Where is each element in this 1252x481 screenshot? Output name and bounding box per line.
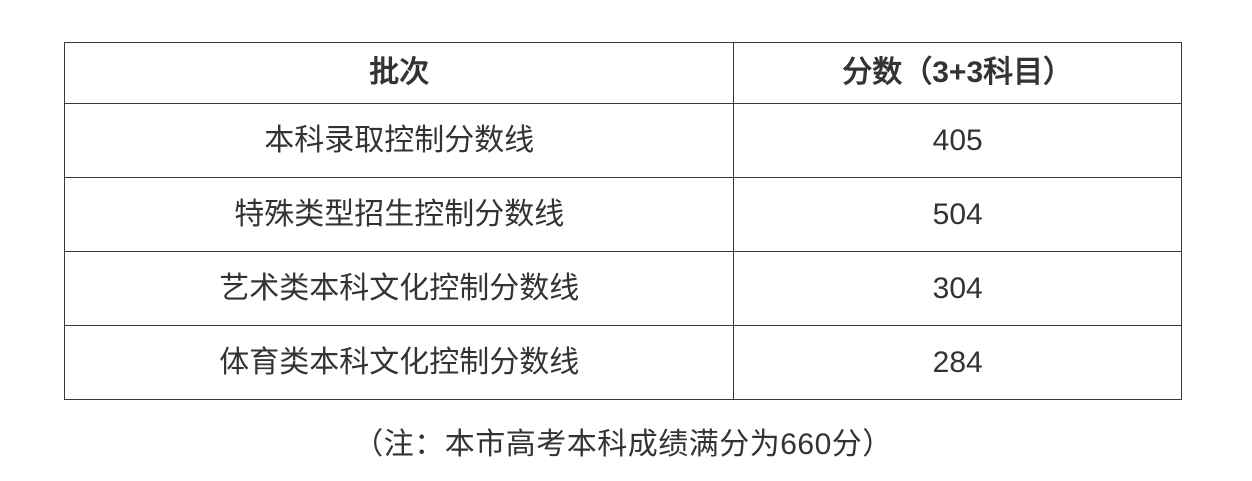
batch-cell: 艺术类本科文化控制分数线 [63, 251, 735, 326]
table-row: 艺术类本科文化控制分数线 304 [63, 251, 1182, 326]
score-table-container: 批次 分数（3+3科目） 本科录取控制分数线 405 特殊类型招生控制分数线 5… [63, 42, 1182, 463]
header-row: 批次 分数（3+3科目） [63, 42, 1182, 104]
table-row: 体育类本科文化控制分数线 284 [63, 325, 1182, 400]
batch-cell: 本科录取控制分数线 [63, 103, 735, 178]
score-cell: 405 [733, 103, 1182, 178]
batch-cell: 体育类本科文化控制分数线 [63, 325, 735, 400]
score-cell: 284 [733, 325, 1182, 400]
score-cell: 304 [733, 251, 1182, 326]
score-table: 批次 分数（3+3科目） 本科录取控制分数线 405 特殊类型招生控制分数线 5… [63, 42, 1182, 400]
column-header-score: 分数（3+3科目） [733, 42, 1182, 104]
footnote: （注：本市高考本科成绩满分为660分） [353, 428, 893, 461]
table-row: 本科录取控制分数线 405 [63, 103, 1182, 178]
batch-cell: 特殊类型招生控制分数线 [63, 177, 735, 252]
score-cell: 504 [733, 177, 1182, 252]
table-row: 特殊类型招生控制分数线 504 [63, 177, 1182, 252]
column-header-batch: 批次 [63, 42, 735, 104]
